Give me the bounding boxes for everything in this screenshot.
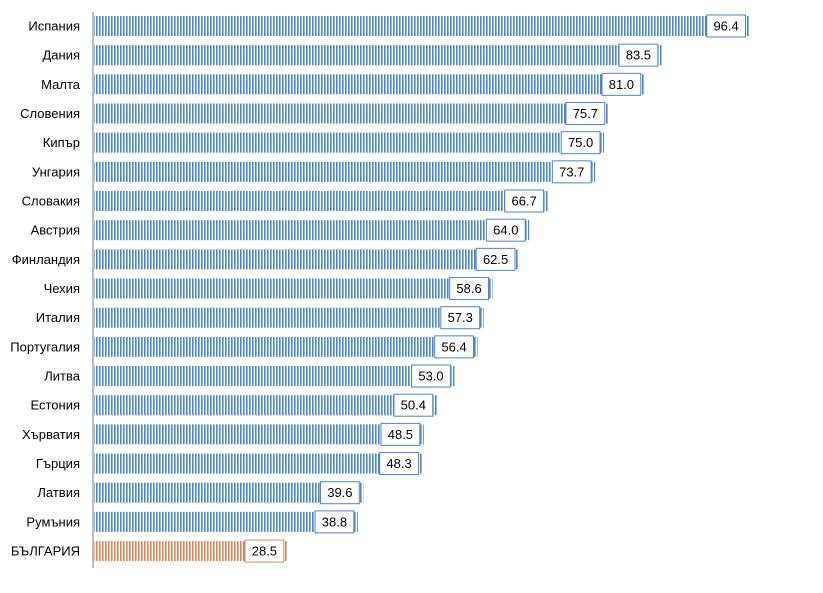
value-label-box — [449, 277, 489, 301]
category-label: Словения — [20, 106, 80, 121]
value-label: 75.0 — [560, 131, 601, 155]
value-label-box — [601, 72, 642, 96]
bar — [94, 103, 609, 124]
category-label: Унгария — [32, 164, 80, 179]
value-label-box — [504, 189, 545, 213]
category-label: Кипър — [43, 135, 80, 150]
category-label: Латвия — [37, 485, 80, 500]
category-label: Финландия — [12, 252, 80, 267]
value-label-text: 62.5 — [483, 252, 508, 267]
value-label: 28.5 — [244, 539, 285, 563]
value-label: 62.5 — [475, 247, 516, 271]
bar-highlight — [94, 541, 288, 562]
value-label-box — [565, 102, 606, 126]
value-label-box — [411, 364, 451, 388]
bar — [94, 278, 493, 299]
value-label-text: 38.8 — [322, 514, 347, 529]
bar — [94, 336, 478, 357]
value-label-box — [314, 510, 355, 534]
value-label: 83.5 — [618, 43, 659, 67]
category-label: Чехия — [44, 281, 80, 296]
value-label: 48.3 — [379, 452, 419, 476]
value-label-text: 48.5 — [388, 427, 413, 442]
value-label-box — [393, 393, 434, 417]
category-label: Австрия — [31, 223, 80, 238]
value-label: 39.6 — [319, 481, 360, 505]
category-label: Естония — [30, 398, 80, 413]
bar — [94, 453, 423, 474]
value-label-box — [244, 539, 285, 563]
bar — [94, 511, 358, 532]
value-label-text: 96.4 — [713, 19, 738, 34]
value-label: 53.0 — [411, 364, 451, 388]
category-label: Литва — [44, 369, 81, 384]
category-label: Дания — [42, 48, 80, 63]
bar — [94, 16, 750, 36]
value-label: 56.4 — [434, 335, 475, 359]
value-label-text: 56.4 — [441, 339, 466, 354]
value-label-text: 83.5 — [626, 48, 651, 63]
value-label-text: 75.7 — [573, 106, 598, 121]
value-label-box — [551, 160, 592, 184]
category-label: БЪЛГАРИЯ — [11, 544, 80, 559]
category-label: Испания — [28, 19, 80, 34]
bar — [94, 366, 455, 387]
value-label-text: 81.0 — [609, 77, 634, 92]
bar — [94, 74, 645, 95]
category-label: Хърватия — [22, 427, 80, 442]
value-label-box — [379, 452, 419, 476]
bar — [94, 249, 519, 270]
value-label-box — [618, 43, 659, 67]
value-label-box — [319, 481, 360, 505]
category-label: Италия — [36, 310, 80, 325]
value-label-text: 58.6 — [456, 281, 481, 296]
value-label-text: 50.4 — [401, 398, 426, 413]
bar — [94, 161, 596, 182]
value-label: 75.7 — [565, 102, 606, 126]
value-label: 57.3 — [440, 306, 481, 330]
value-label-text: 64.0 — [493, 223, 518, 238]
value-label: 64.0 — [485, 218, 526, 242]
category-label: Словакия — [22, 194, 80, 209]
value-label: 38.8 — [314, 510, 355, 534]
value-label: 58.6 — [449, 277, 489, 301]
value-label: 50.4 — [393, 393, 434, 417]
bar — [94, 482, 364, 503]
value-label: 73.7 — [551, 160, 592, 184]
category-label: Малта — [41, 77, 81, 92]
value-label-text: 75.0 — [568, 135, 593, 150]
bar — [94, 132, 604, 153]
value-label: 66.7 — [504, 189, 545, 213]
value-label-box — [380, 422, 421, 446]
value-label: 48.5 — [380, 422, 421, 446]
bar — [94, 307, 484, 328]
value-label-text: 66.7 — [512, 194, 537, 209]
category-label: Португалия — [10, 339, 80, 354]
value-label-text: 28.5 — [252, 544, 277, 559]
value-label-box — [485, 218, 526, 242]
bar — [94, 395, 437, 416]
bar — [94, 191, 548, 212]
value-label-text: 48.3 — [386, 456, 411, 471]
value-label-box — [706, 14, 747, 38]
bar — [94, 45, 662, 66]
value-label: 81.0 — [601, 72, 642, 96]
value-label-text: 53.0 — [418, 369, 443, 384]
value-label-box — [440, 306, 481, 330]
bar — [94, 220, 530, 241]
value-label-text: 39.6 — [327, 485, 352, 500]
labels-layer: Испания 96.4 Дания 83.5 Малта 81.0 Словения 75.… — [10, 14, 747, 563]
value-label-box — [434, 335, 475, 359]
value-label-text: 57.3 — [448, 310, 473, 325]
bar — [94, 424, 424, 445]
value-label-text: 73.7 — [559, 164, 584, 179]
value-label: 96.4 — [706, 14, 747, 38]
category-label: Гърция — [36, 456, 80, 471]
bars-layer — [94, 16, 750, 562]
category-label: Румъния — [26, 514, 80, 529]
value-label-box — [560, 131, 601, 155]
value-label-box — [475, 247, 516, 271]
